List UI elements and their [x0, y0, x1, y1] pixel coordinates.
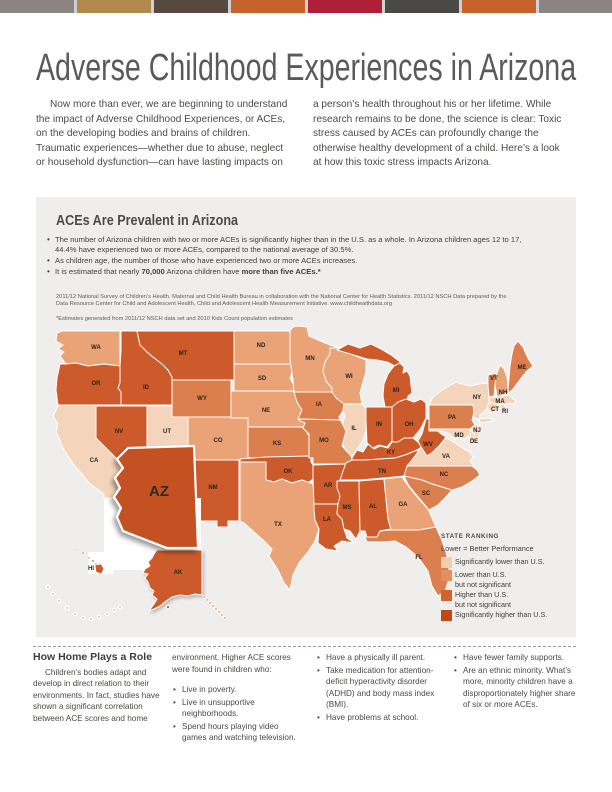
- svg-text:CT: CT: [491, 407, 499, 413]
- svg-text:IA: IA: [316, 402, 323, 408]
- svg-text:TX: TX: [274, 522, 282, 528]
- svg-text:RI: RI: [502, 409, 508, 415]
- svg-text:MT: MT: [179, 351, 188, 357]
- svg-text:NJ: NJ: [473, 428, 481, 434]
- svg-text:KY: KY: [387, 450, 395, 456]
- svg-text:MD: MD: [454, 433, 464, 439]
- svg-text:SD: SD: [258, 376, 267, 382]
- svg-text:LA: LA: [323, 517, 332, 523]
- svg-text:AK: AK: [174, 570, 183, 576]
- svg-text:UT: UT: [163, 429, 171, 435]
- svg-text:CO: CO: [214, 438, 223, 444]
- svg-text:MI: MI: [393, 388, 400, 394]
- svg-text:WV: WV: [423, 442, 433, 448]
- svg-text:OH: OH: [405, 422, 414, 428]
- svg-text:PA: PA: [448, 415, 457, 421]
- svg-text:AR: AR: [324, 483, 333, 489]
- svg-text:IN: IN: [376, 422, 382, 428]
- svg-text:MA: MA: [495, 399, 505, 405]
- svg-text:NM: NM: [208, 485, 217, 491]
- svg-text:ID: ID: [143, 385, 150, 391]
- svg-text:ND: ND: [257, 343, 266, 349]
- svg-text:AZ: AZ: [149, 483, 169, 500]
- svg-text:IL: IL: [351, 426, 357, 432]
- svg-text:NE: NE: [262, 408, 270, 414]
- svg-text:WI: WI: [345, 374, 353, 380]
- svg-text:NH: NH: [499, 390, 508, 396]
- svg-text:NC: NC: [440, 472, 449, 478]
- svg-text:NY: NY: [473, 395, 481, 401]
- svg-text:ME: ME: [518, 365, 527, 371]
- svg-text:WA: WA: [91, 345, 101, 351]
- svg-text:MN: MN: [305, 356, 314, 362]
- svg-text:TN: TN: [378, 469, 386, 475]
- svg-text:OR: OR: [92, 381, 102, 387]
- svg-text:SC: SC: [422, 491, 431, 497]
- svg-text:CA: CA: [90, 458, 99, 464]
- svg-text:GA: GA: [399, 502, 409, 508]
- svg-text:AL: AL: [369, 504, 377, 510]
- svg-text:HI: HI: [88, 566, 94, 572]
- svg-text:VA: VA: [442, 454, 451, 460]
- svg-text:MO: MO: [319, 438, 329, 444]
- svg-text:VT: VT: [490, 376, 498, 382]
- svg-text:DE: DE: [470, 439, 478, 445]
- svg-text:WY: WY: [197, 396, 207, 402]
- svg-text:NV: NV: [115, 429, 123, 435]
- svg-text:FL: FL: [415, 555, 423, 561]
- svg-text:OK: OK: [284, 469, 294, 475]
- svg-text:MS: MS: [343, 505, 352, 511]
- svg-text:KS: KS: [273, 441, 281, 447]
